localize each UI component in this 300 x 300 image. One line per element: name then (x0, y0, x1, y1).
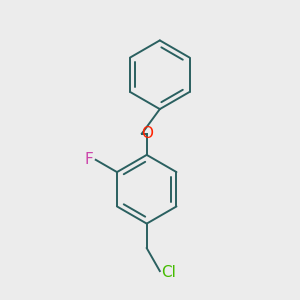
Text: O: O (141, 126, 153, 141)
Text: Cl: Cl (161, 265, 176, 280)
Text: F: F (84, 152, 93, 167)
